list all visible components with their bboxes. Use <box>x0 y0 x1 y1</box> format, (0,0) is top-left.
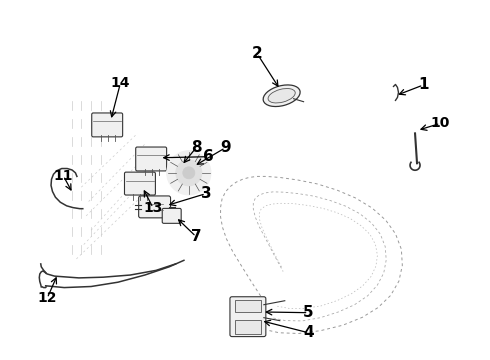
FancyBboxPatch shape <box>230 297 266 337</box>
Text: 5: 5 <box>303 305 314 320</box>
Text: 9: 9 <box>220 140 231 155</box>
Text: 1: 1 <box>418 77 429 93</box>
Circle shape <box>183 167 195 179</box>
FancyBboxPatch shape <box>162 208 181 223</box>
Circle shape <box>167 151 211 195</box>
Text: 12: 12 <box>37 291 57 305</box>
Text: 6: 6 <box>203 149 214 164</box>
Text: 10: 10 <box>431 116 450 130</box>
Text: 3: 3 <box>200 186 211 201</box>
Text: 14: 14 <box>111 76 130 90</box>
Text: 11: 11 <box>53 169 73 183</box>
Text: 13: 13 <box>144 201 163 215</box>
FancyBboxPatch shape <box>139 196 171 218</box>
FancyBboxPatch shape <box>92 113 122 137</box>
Circle shape <box>176 160 202 186</box>
FancyBboxPatch shape <box>136 147 167 171</box>
Ellipse shape <box>268 89 295 103</box>
Ellipse shape <box>263 85 300 107</box>
FancyBboxPatch shape <box>235 320 261 334</box>
Text: 4: 4 <box>303 325 314 340</box>
Text: 7: 7 <box>191 229 201 244</box>
Text: 8: 8 <box>191 140 201 155</box>
Text: 2: 2 <box>252 46 263 61</box>
FancyBboxPatch shape <box>235 300 261 312</box>
FancyBboxPatch shape <box>124 172 155 195</box>
